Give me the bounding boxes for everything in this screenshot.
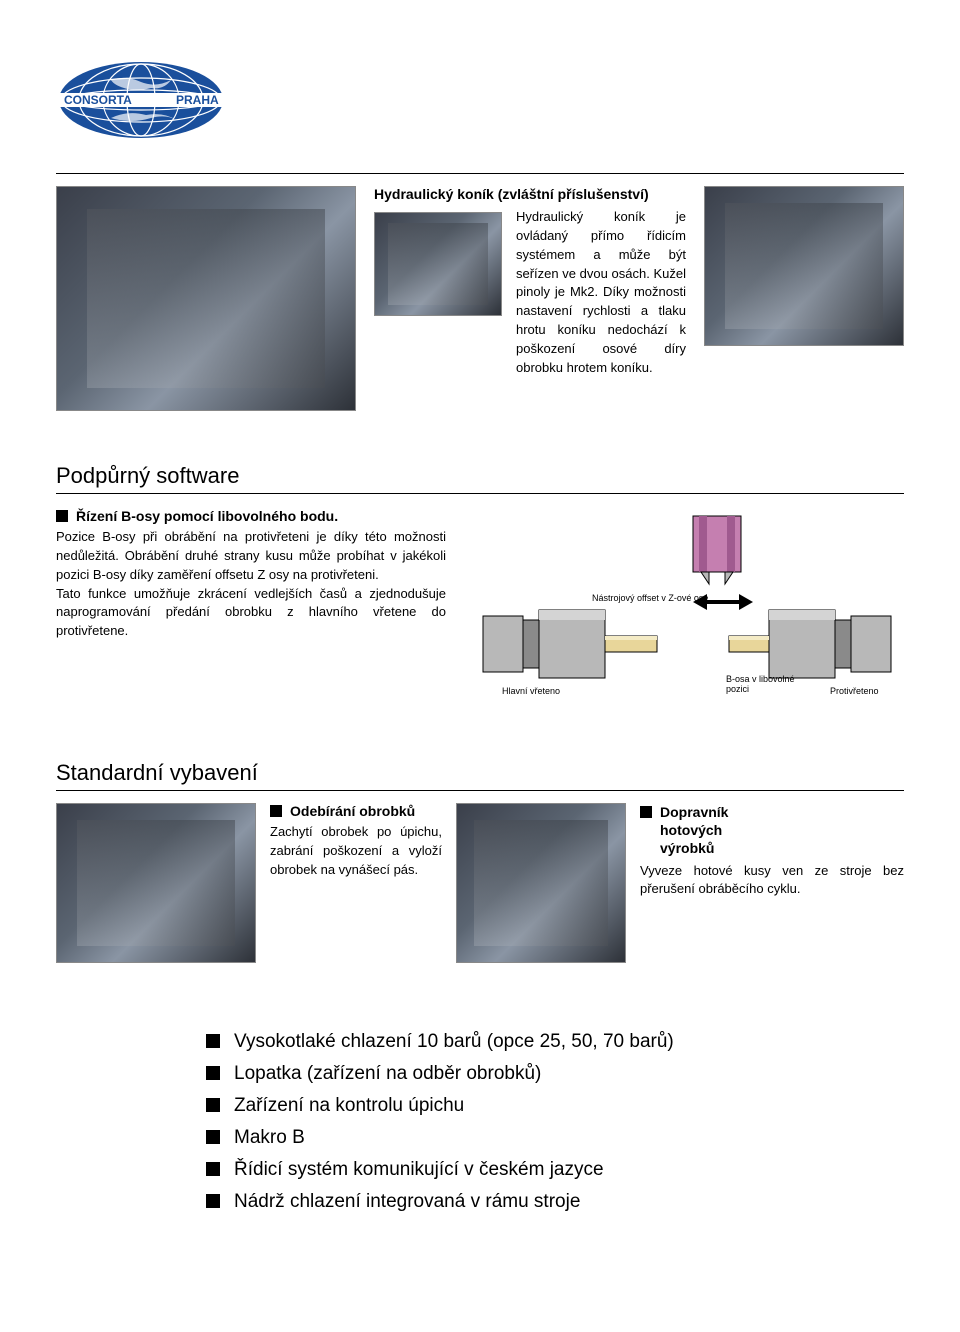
square-bullet-icon bbox=[206, 1066, 220, 1080]
divider bbox=[56, 493, 904, 494]
list-item: Lopatka (zařízení na odběr obrobků) bbox=[206, 1063, 904, 1085]
part-catcher-body: Zachytí obrobek po úpichu, zabrání poško… bbox=[270, 823, 442, 880]
b-axis-subtitle: Řízení B-osy pomocí libovolného bodu. bbox=[56, 508, 446, 524]
machine-photo-1 bbox=[56, 186, 356, 411]
square-bullet-icon bbox=[270, 805, 282, 817]
divider bbox=[56, 173, 904, 174]
diagram-label-sub: Protivřeteno bbox=[830, 686, 879, 696]
square-bullet-icon bbox=[206, 1034, 220, 1048]
feature-list: Vysokotlaké chlazení 10 barů (opce 25, 5… bbox=[206, 1031, 904, 1213]
section-software-title: Podpůrný software bbox=[56, 463, 904, 489]
list-item: Makro B bbox=[206, 1127, 904, 1149]
list-item: Nádrž chlazení integrovaná v rámu stroje bbox=[206, 1191, 904, 1213]
square-bullet-icon bbox=[206, 1130, 220, 1144]
equipment-section: Odebírání obrobků Zachytí obrobek po úpi… bbox=[56, 803, 904, 963]
part-catcher-photo bbox=[56, 803, 256, 963]
logo-text-right: PRAHA bbox=[176, 93, 219, 107]
machine-photo-2 bbox=[374, 212, 502, 316]
logo: CONSORTA PRAHA bbox=[56, 60, 904, 145]
logo-text-left: CONSORTA bbox=[64, 93, 132, 107]
diagram-label-offset: Nástrojový offset v Z-ové ose bbox=[592, 593, 708, 603]
block1-title: Hydraulický koník (zvláštní příslušenstv… bbox=[374, 186, 686, 202]
machine-photo-3 bbox=[704, 186, 904, 346]
diagram-label-main: Hlavní vřeteno bbox=[502, 686, 560, 696]
square-bullet-icon bbox=[206, 1162, 220, 1176]
list-item: Zařízení na kontrolu úpichu bbox=[206, 1095, 904, 1117]
conveyor-body: Vyveze hotové kusy ven ze stroje bez pře… bbox=[640, 862, 904, 900]
conveyor-photo bbox=[456, 803, 626, 963]
square-bullet-icon bbox=[640, 806, 652, 818]
block1-body: Hydraulický koník je ovládaný přímo řídi… bbox=[516, 208, 686, 378]
spindle-diagram: Nástrojový offset v Z-ové ose Hlavní vře… bbox=[470, 508, 904, 708]
conveyor-title: Dopravník hotových výrobků bbox=[640, 803, 904, 858]
square-bullet-icon bbox=[206, 1194, 220, 1208]
square-bullet-icon bbox=[206, 1098, 220, 1112]
list-item: Řídicí systém komunikující v českém jazy… bbox=[206, 1159, 904, 1181]
software-section: Řízení B-osy pomocí libovolného bodu. Po… bbox=[56, 508, 904, 708]
section-equipment-title: Standardní vybavení bbox=[56, 760, 904, 786]
b-axis-body: Pozice B-osy při obrábění na protivřeten… bbox=[56, 528, 446, 641]
globe-logo-icon: CONSORTA PRAHA bbox=[56, 60, 226, 140]
hydraulic-tailstock-block: Hydraulický koník (zvláštní příslušenstv… bbox=[56, 186, 904, 411]
square-bullet-icon bbox=[56, 510, 68, 522]
divider bbox=[56, 790, 904, 791]
list-item: Vysokotlaké chlazení 10 barů (opce 25, 5… bbox=[206, 1031, 904, 1053]
part-catcher-title: Odebírání obrobků bbox=[270, 803, 442, 819]
diagram-label-bpos: B-osa v libovolné pozici bbox=[726, 674, 806, 694]
